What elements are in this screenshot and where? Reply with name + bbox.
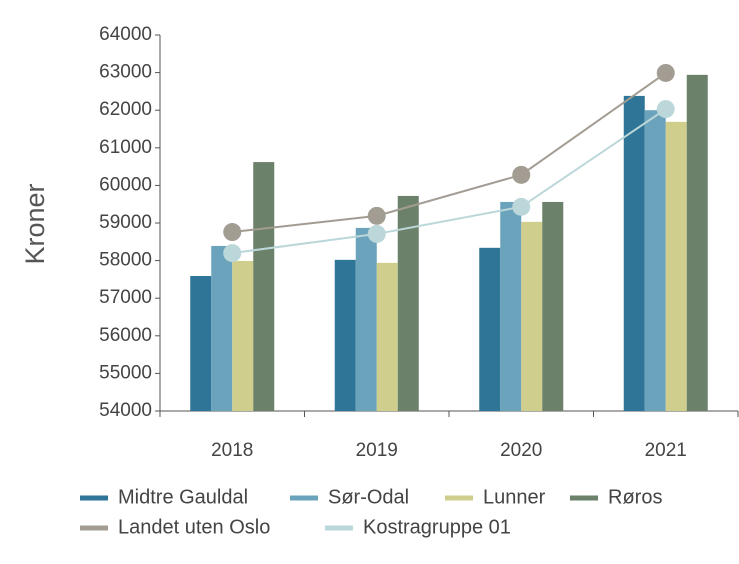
x-tick-label: 2018: [211, 440, 253, 461]
bar: [521, 221, 543, 411]
point: [656, 63, 675, 82]
x-tick-label: 2021: [645, 440, 687, 461]
line: [232, 72, 667, 234]
bar: [190, 276, 212, 411]
y-tick-label: 58000: [99, 250, 152, 271]
point: [223, 244, 242, 263]
legend-label: Sør-Odal: [328, 486, 409, 508]
legend-label: Midtre Gauldal: [118, 486, 248, 508]
x-tick-label: 2020: [500, 440, 542, 461]
point: [367, 206, 386, 225]
point: [512, 197, 531, 216]
y-tick-label: 64000: [99, 24, 152, 45]
point: [512, 165, 531, 184]
y-tick-label: 61000: [99, 137, 152, 158]
bar: [376, 262, 398, 411]
legend-label: Landet uten Oslo: [118, 516, 270, 538]
bar: [479, 247, 501, 411]
y-tick-label: 54000: [99, 400, 152, 421]
point: [367, 224, 386, 243]
y-tick-label: 59000: [99, 212, 152, 233]
bar: [665, 121, 687, 411]
y-tick-label: 62000: [99, 99, 152, 120]
legend-label: Røros: [608, 486, 662, 508]
y-tick-label: 63000: [99, 62, 152, 83]
x-tick-label: 2019: [356, 440, 398, 461]
bar: [211, 245, 233, 411]
y-tick-label: 60000: [99, 174, 152, 195]
y-tick-label: 56000: [99, 325, 152, 346]
bar: [644, 110, 666, 411]
bar: [397, 195, 419, 411]
point: [223, 223, 242, 242]
y-tick-label: 55000: [99, 362, 152, 383]
bar: [232, 260, 254, 411]
line: [232, 108, 667, 255]
legend-label: Lunner: [483, 486, 546, 508]
legend-label: Kostragruppe 01: [363, 516, 511, 538]
bar: [253, 162, 275, 411]
bar: [686, 74, 708, 411]
bar: [623, 95, 645, 412]
y-tick-label: 57000: [99, 287, 152, 308]
point: [656, 100, 675, 119]
bar: [500, 201, 522, 411]
bar: [355, 227, 377, 411]
bar: [334, 259, 356, 411]
y-axis-label: Kroner: [20, 183, 50, 264]
bar: [542, 201, 564, 411]
